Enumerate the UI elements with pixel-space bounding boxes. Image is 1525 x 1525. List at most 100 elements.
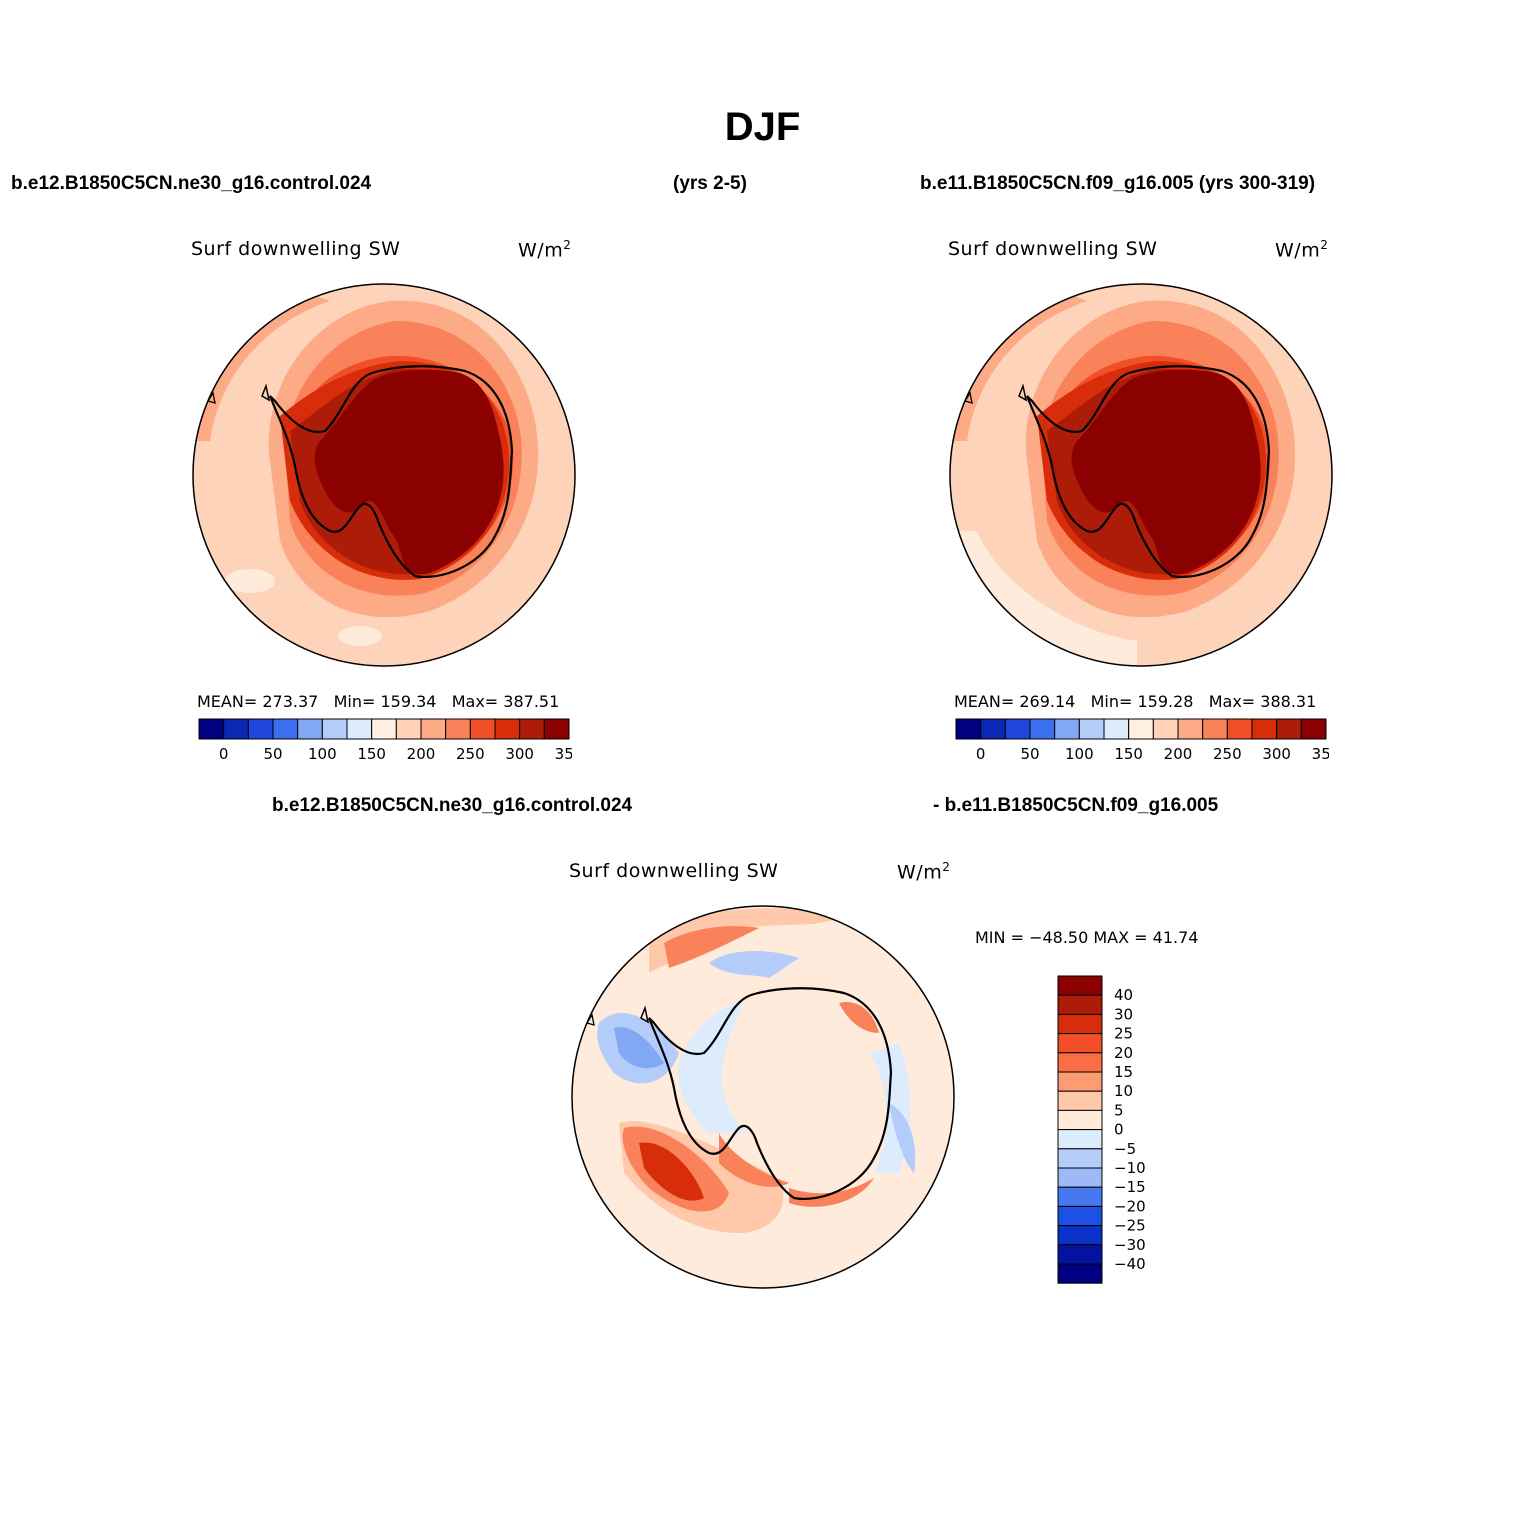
colorbar-box — [543, 718, 570, 740]
colorbar-tick-label: 100 — [1065, 745, 1094, 763]
colorbar-box — [1057, 1090, 1103, 1111]
colorbar-box — [1226, 718, 1253, 740]
colorbar-box — [980, 718, 1006, 740]
colorbar-box — [247, 718, 274, 740]
colorbar-box — [1057, 1244, 1103, 1265]
panel2-continent — [1071, 369, 1261, 575]
colorbar-box — [519, 718, 545, 740]
colorbar-box — [1078, 718, 1105, 740]
colorbar-box — [198, 718, 225, 740]
colorbar-tick-label: 150 — [1114, 745, 1143, 763]
panel2-map-border — [949, 283, 1333, 667]
panel1-units-label: W/m2 — [518, 238, 572, 262]
colorbar-tick-label: 100 — [308, 745, 337, 763]
diff-case2-label: - b.e11.B1850C5CN.f09_g16.005 — [933, 795, 1219, 816]
colorbar-box — [1029, 718, 1056, 740]
panel1-map — [192, 283, 576, 667]
colorbar-tick-label: 300 — [1262, 745, 1291, 763]
colorbar-box — [321, 718, 348, 740]
colorbar-tick-label: 0 — [976, 745, 986, 763]
colorbar-tick-label: 250 — [1213, 745, 1242, 763]
colorbar-tick-label: −10 — [1114, 1159, 1146, 1177]
colorbar-box — [1057, 1109, 1103, 1131]
colorbar-box — [1128, 718, 1154, 740]
colorbar-box — [1057, 1052, 1103, 1073]
colorbar-box — [272, 718, 299, 740]
colorbar-tick-label: 20 — [1114, 1044, 1133, 1062]
panel2-coastline — [1025, 365, 1271, 578]
panel2-colorbar: 0 50 100 150 200 250 300 350 — [955, 718, 1329, 763]
colorbar-box — [297, 718, 323, 740]
colorbar-tick-label: 300 — [505, 745, 534, 763]
colorbar-box — [955, 718, 982, 740]
colorbar-tick-label: 25 — [1114, 1025, 1133, 1043]
panel1-continent — [314, 369, 504, 575]
colorbar-box — [1276, 718, 1302, 740]
colorbar-box — [1057, 1033, 1103, 1054]
colorbar-box — [1057, 1129, 1103, 1150]
colorbar-tick-label: 150 — [357, 745, 386, 763]
colorbar-box — [1152, 718, 1179, 740]
colorbar-tick-label: 250 — [456, 745, 485, 763]
colorbar-box — [1057, 1186, 1103, 1207]
panel2-units-label: W/m2 — [1275, 238, 1329, 262]
colorbar-tick-label: 15 — [1114, 1063, 1133, 1081]
colorbar-box — [1057, 1205, 1103, 1227]
colorbar-tick-label: 200 — [1164, 745, 1193, 763]
diff-map-border — [571, 905, 955, 1289]
panel2-map — [949, 283, 1333, 667]
case2-label: b.e11.B1850C5CN.f09_g16.005 (yrs 300-319… — [920, 173, 1316, 194]
colorbar-box — [1177, 718, 1204, 740]
diff-coastline — [647, 987, 893, 1200]
colorbar-tick-label: 350 — [1312, 745, 1329, 763]
colorbar-box — [223, 718, 249, 740]
diff-map — [571, 905, 955, 1289]
colorbar-tick-label: 50 — [263, 745, 282, 763]
panel1-map-border — [192, 283, 576, 667]
colorbar-tick-label: −5 — [1114, 1140, 1136, 1158]
colorbar-box — [1057, 1263, 1103, 1284]
colorbar-tick-label: −15 — [1114, 1178, 1146, 1196]
colorbar-tick-label: 10 — [1114, 1082, 1133, 1100]
colorbar-box — [469, 718, 496, 740]
colorbar-tick-label: 30 — [1114, 1005, 1133, 1023]
colorbar-tick-label: −40 — [1114, 1255, 1146, 1273]
colorbar-tick-label: 350 — [555, 745, 572, 763]
colorbar-tick-label: 40 — [1114, 986, 1133, 1004]
panel2-variable-label: Surf downwelling SW — [948, 238, 1158, 260]
panel1-coastline — [268, 365, 514, 578]
case1-label: b.e12.B1850C5CN.ne30_g16.control.024 — [11, 173, 372, 194]
panel1-colorbar: 0 50 100 150 200 250 300 350 — [198, 718, 572, 763]
colorbar-box — [1057, 975, 1103, 996]
colorbar-tick-label: −20 — [1114, 1197, 1146, 1215]
colorbar-tick-label: 50 — [1020, 745, 1039, 763]
colorbar-box — [420, 718, 447, 740]
diff-minmax-label: MIN = −48.50 MAX = 41.74 — [975, 928, 1199, 947]
colorbar-box — [1057, 1013, 1103, 1035]
main-title: DJF — [724, 105, 801, 149]
panel1-variable-label: Surf downwelling SW — [191, 238, 401, 260]
colorbar-box — [1057, 1071, 1103, 1092]
colorbar-tick-label: 200 — [407, 745, 436, 763]
colorbar-box — [1004, 718, 1031, 740]
colorbar-box — [1057, 1167, 1103, 1188]
panel2-stats: MEAN= 269.14 Min= 159.28 Max= 388.31 — [954, 692, 1317, 711]
colorbar-box — [1057, 1225, 1103, 1246]
colorbar-tick-label: 5 — [1114, 1101, 1124, 1119]
case1-years-label: (yrs 2-5) — [673, 173, 747, 194]
diff-case1-label: b.e12.B1850C5CN.ne30_g16.control.024 — [272, 795, 633, 816]
colorbar-box — [1202, 718, 1228, 740]
colorbar-box — [395, 718, 422, 740]
colorbar-tick-label: −25 — [1114, 1217, 1146, 1235]
panel1-stats: MEAN= 273.37 Min= 159.34 Max= 387.51 — [197, 692, 560, 711]
colorbar-box — [1054, 718, 1080, 740]
colorbar-tick-label: 0 — [1114, 1121, 1124, 1139]
colorbar-tick-label: −30 — [1114, 1236, 1146, 1254]
colorbar-box — [494, 718, 521, 740]
colorbar-box — [1057, 994, 1103, 1015]
colorbar-tick-label: 0 — [219, 745, 229, 763]
colorbar-box — [445, 718, 471, 740]
diff-units-label: W/m2 — [897, 860, 951, 884]
diff-variable-label: Surf downwelling SW — [569, 860, 779, 882]
